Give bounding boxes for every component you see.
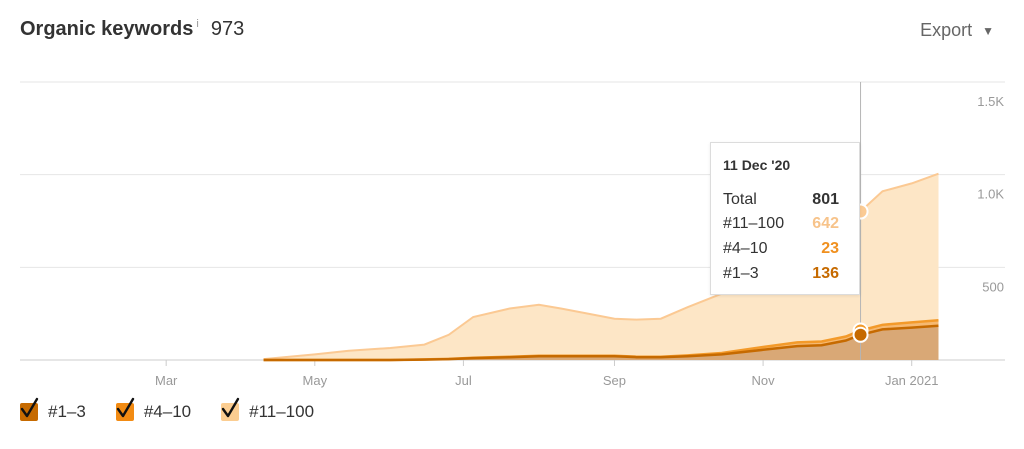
marker-top1-3	[852, 326, 869, 343]
tooltip-row-total: Total 801	[723, 191, 839, 213]
y-tick-label: 1.0K	[977, 187, 1004, 202]
checkmark-icon	[20, 397, 39, 418]
legend-label: #11–100	[249, 402, 315, 421]
keywords-chart[interactable]: 500 1.0K 1.5K Mar May Jul Sep Nov Jan 2021	[0, 0, 1024, 400]
checkbox-top1-3[interactable]	[20, 397, 39, 421]
legend-item-top4-10[interactable]: #4–10	[115, 397, 192, 422]
info-icon[interactable]: i	[196, 18, 199, 30]
legend-label: #4–10	[143, 402, 192, 421]
area-top1-3	[263, 325, 939, 360]
line-top1-3	[263, 324, 939, 362]
caret-down-icon: ▼	[982, 23, 994, 38]
tooltip-value: 642	[812, 215, 839, 232]
tooltip-label: #11–100	[723, 215, 785, 232]
y-tick-label: 500	[982, 279, 1004, 294]
tooltip-date: 11 Dec '20	[723, 157, 791, 173]
checkmark-icon	[116, 397, 135, 418]
tooltip-row-top4-10: #4–10 23	[723, 240, 839, 262]
tooltip-value: 136	[812, 265, 839, 282]
x-tick-label: Mar	[155, 373, 178, 388]
checkbox-top11-100[interactable]	[221, 397, 240, 421]
checkmark-icon	[221, 397, 240, 418]
x-tick-label: Jul	[455, 373, 472, 388]
legend-item-top11-100[interactable]: #11–100	[221, 397, 315, 422]
export-button[interactable]: Export ▼	[920, 20, 994, 41]
x-tick-label: Nov	[752, 373, 776, 388]
chart-legend: #1–3 #4–10 #11–100	[20, 397, 344, 422]
keyword-count: 973	[210, 18, 245, 40]
tooltip-value: 801	[812, 191, 839, 208]
x-tick-label: Jan 2021	[885, 373, 939, 388]
legend-label: #1–3	[48, 402, 86, 421]
tooltip-label: Total	[723, 191, 757, 208]
area-top11-100	[263, 173, 939, 360]
tooltip-row-top1-3: #1–3 136	[723, 265, 839, 287]
chart-tooltip: 11 Dec '20 Total 801 #11–100 642 #4–10 2…	[710, 142, 860, 295]
y-tick-label: 1.5K	[977, 94, 1004, 109]
legend-item-top1-3[interactable]: #1–3	[20, 397, 86, 422]
tooltip-label: #4–10	[723, 240, 768, 257]
x-tick-label: May	[303, 373, 328, 388]
tooltip-value: 23	[821, 240, 839, 257]
x-tick-label: Sep	[603, 373, 626, 388]
chart-title: Organic keywords	[20, 18, 194, 40]
checkbox-top4-10[interactable]	[115, 397, 135, 421]
tooltip-row-top11-100: #11–100 642	[723, 215, 839, 237]
chart-header: Organic keywords i 973	[20, 18, 244, 48]
tooltip-label: #1–3	[723, 265, 759, 282]
export-label: Export	[920, 20, 973, 40]
